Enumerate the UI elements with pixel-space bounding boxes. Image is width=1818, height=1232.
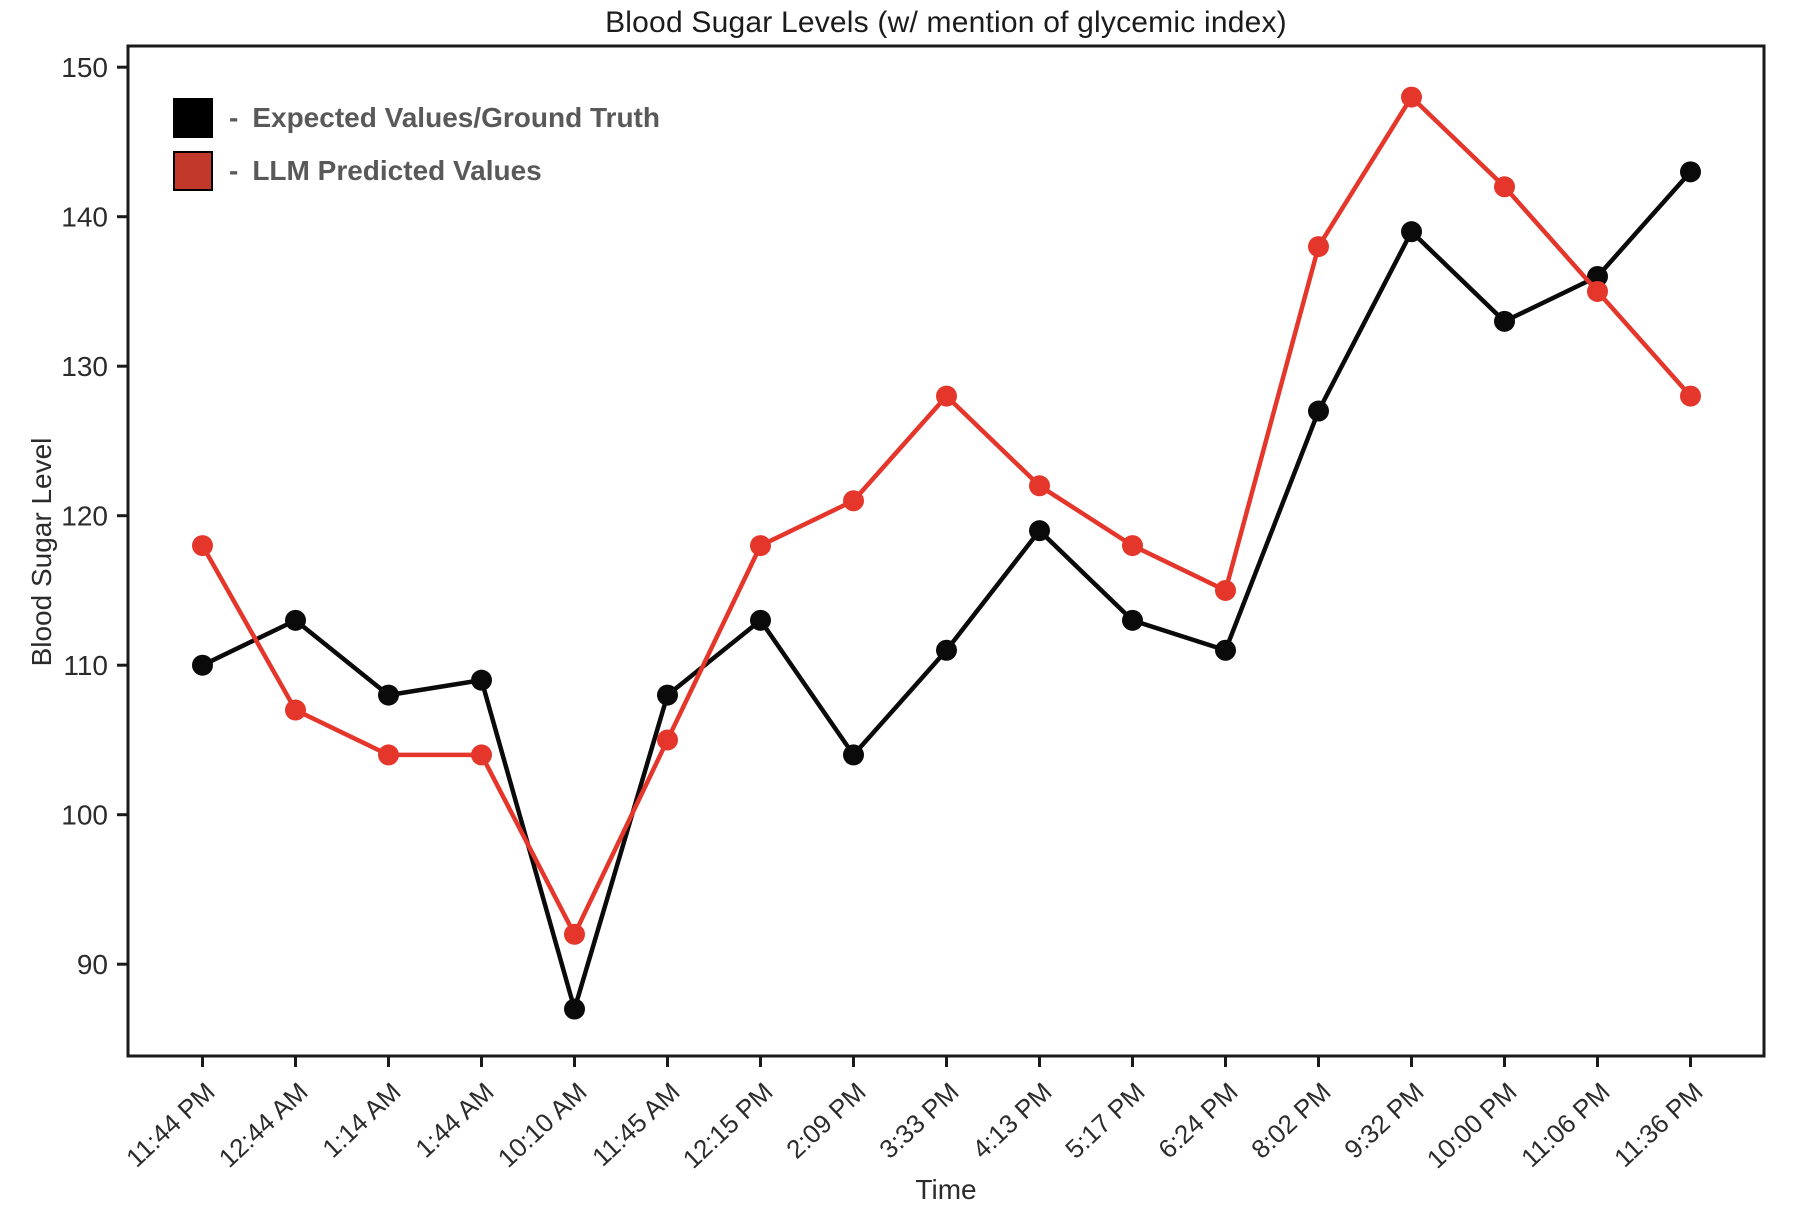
series-expected-ground-truth xyxy=(192,161,1701,1020)
y-tick-label: 140 xyxy=(61,202,108,233)
series-expected-ground-truth-point xyxy=(1215,639,1236,661)
y-tick-label: 100 xyxy=(61,800,108,831)
series-llm-predicted-point xyxy=(471,744,492,766)
series-llm-predicted-point xyxy=(1494,176,1515,198)
series-llm-predicted-point xyxy=(192,535,213,557)
x-tick-label: 12:15 PM xyxy=(677,1076,779,1174)
x-axis-label: Time xyxy=(915,1174,977,1205)
series-llm-predicted-point xyxy=(1215,579,1236,601)
x-tick-label: 11:44 PM xyxy=(120,1076,220,1173)
x-tick-label: 4:13 PM xyxy=(966,1076,1057,1164)
legend-swatch-predicted-icon xyxy=(173,151,213,191)
series-llm-predicted-point xyxy=(1680,385,1701,407)
series-llm-predicted-point xyxy=(564,923,585,945)
x-tick-label: 1:14 AM xyxy=(316,1076,406,1163)
x-tick-label: 10:10 AM xyxy=(492,1076,593,1173)
y-tick-label: 130 xyxy=(61,351,108,382)
series-llm-predicted-point xyxy=(1308,236,1329,258)
legend: - Expected Values/Ground Truth - LLM Pre… xyxy=(173,98,660,191)
y-axis-ticks: 90 100 110 120 130 140 150 xyxy=(61,52,128,980)
series-expected-ground-truth-point xyxy=(936,639,957,661)
series-expected-ground-truth-point xyxy=(1122,609,1143,631)
series-llm-predicted-point xyxy=(936,385,957,407)
legend-item-expected: - Expected Values/Ground Truth xyxy=(173,98,660,138)
legend-separator: - xyxy=(229,102,239,133)
series-expected-ground-truth-point xyxy=(378,684,399,706)
x-tick-label: 11:45 AM xyxy=(586,1076,685,1172)
series-llm-predicted-point xyxy=(750,535,771,557)
series-expected-ground-truth-point xyxy=(1587,266,1608,287)
x-tick-label: 9:32 PM xyxy=(1338,1076,1429,1164)
legend-separator: - xyxy=(229,155,239,186)
legend-label-expected: Expected Values/Ground Truth xyxy=(252,102,660,133)
x-tick-label: 5:17 PM xyxy=(1059,1076,1150,1164)
y-tick-label: 90 xyxy=(77,949,108,980)
legend-swatch-expected-icon xyxy=(173,98,213,138)
series-expected-ground-truth-point xyxy=(750,609,771,631)
y-tick-label: 120 xyxy=(61,501,108,532)
y-tick-label: 150 xyxy=(61,52,108,83)
series-expected-ground-truth-point xyxy=(657,684,678,706)
series-llm-predicted-point xyxy=(1401,86,1422,108)
x-tick-label: 8:02 PM xyxy=(1245,1076,1336,1164)
x-tick-label: 1:44 AM xyxy=(409,1076,499,1163)
x-tick-label: 2:09 PM xyxy=(780,1076,871,1164)
series-llm-predicted-point xyxy=(1587,280,1608,302)
x-tick-label: 12:44 AM xyxy=(213,1076,314,1173)
series-expected-ground-truth-point xyxy=(1401,221,1422,243)
series-expected-ground-truth-point xyxy=(1494,310,1515,332)
chart-title: Blood Sugar Levels (w/ mention of glycem… xyxy=(605,6,1287,39)
series-llm-predicted-point xyxy=(378,744,399,766)
series-llm-predicted-point xyxy=(843,490,864,512)
series-expected-ground-truth-point xyxy=(285,609,306,631)
y-axis-label: Blood Sugar Level xyxy=(26,437,57,667)
series-llm-predicted-point xyxy=(1122,535,1143,557)
series-expected-ground-truth-point xyxy=(843,744,864,766)
x-tick-label: 3:33 PM xyxy=(873,1076,964,1164)
series-llm-predicted xyxy=(192,86,1701,945)
series-expected-ground-truth-point xyxy=(564,998,585,1020)
x-tick-label: 11:06 PM xyxy=(1515,1076,1615,1173)
series-expected-ground-truth-point xyxy=(1680,161,1701,183)
x-tick-label: 6:24 PM xyxy=(1152,1076,1243,1164)
series-llm-predicted-point xyxy=(1029,475,1050,497)
series-expected-ground-truth-point xyxy=(471,669,492,691)
series-expected-ground-truth-point xyxy=(192,654,213,676)
series-expected-ground-truth-point xyxy=(1029,520,1050,542)
series-llm-predicted-point xyxy=(285,699,306,721)
legend-label-predicted: LLM Predicted Values xyxy=(252,155,542,186)
legend-item-predicted: - LLM Predicted Values xyxy=(173,151,660,191)
y-tick-label: 110 xyxy=(63,650,108,681)
x-tick-label: 10:00 PM xyxy=(1421,1076,1523,1174)
series-expected-ground-truth-point xyxy=(1308,400,1329,422)
plot-spines xyxy=(126,44,1766,1058)
series-llm-predicted-point xyxy=(657,729,678,751)
x-tick-label: 11:36 PM xyxy=(1608,1076,1708,1173)
